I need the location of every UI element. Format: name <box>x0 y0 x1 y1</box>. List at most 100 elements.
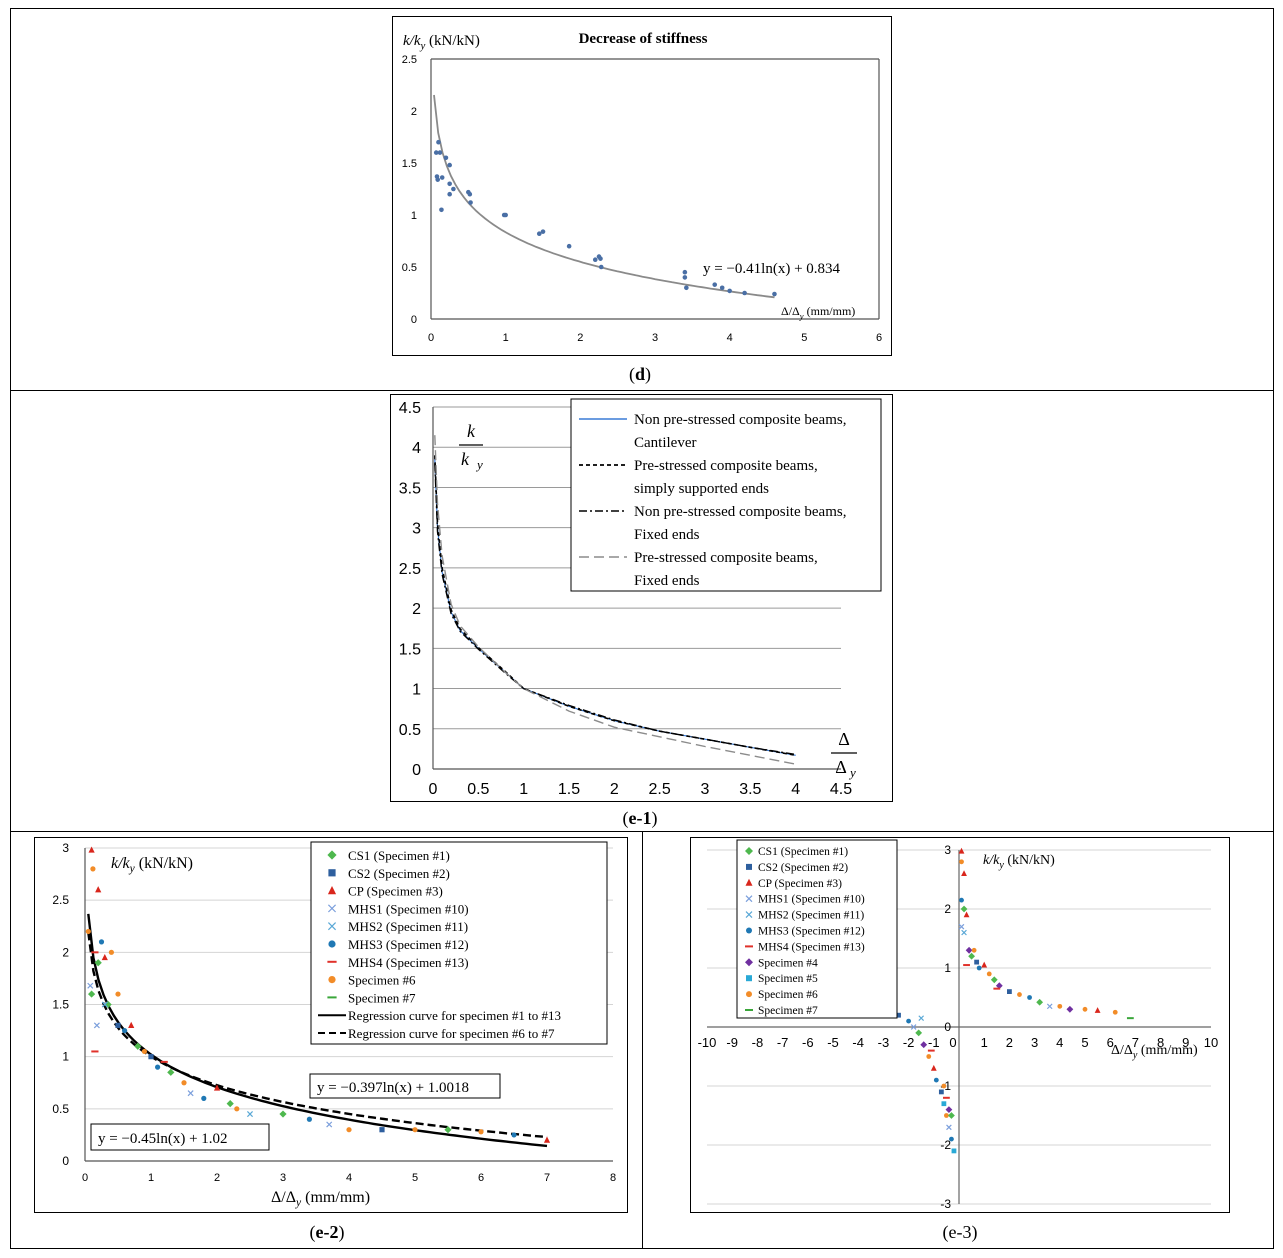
x-tick-label: 3 <box>701 781 710 798</box>
legend-marker-2 <box>328 869 336 877</box>
legend-label-9: Specimen #7 <box>348 990 416 1005</box>
legend-marker-3 <box>327 886 337 895</box>
legend-marker-4 <box>327 904 337 913</box>
legend-label-1: CS1 (Specimen #1) <box>348 848 450 863</box>
x-tick-label: 4 <box>346 1172 352 1184</box>
y-tick-label: 1.5 <box>402 158 417 170</box>
data-point <box>543 1136 551 1143</box>
x-tick-label: 0.5 <box>467 781 489 798</box>
data-point <box>279 1110 287 1118</box>
data-point <box>101 953 108 961</box>
y-tick-label: 0 <box>412 762 421 779</box>
y-axis-label: k/ky (kN/kN) <box>111 855 193 875</box>
data-point <box>1007 989 1012 994</box>
x-tick-label: 1 <box>519 781 528 798</box>
data-point <box>906 1018 911 1024</box>
chart-panel-e2: 0 1 2 3 4 5 6 7 8 0 0.5 1 1.5 2 2.5 3 k/ky (kN/kN) Δ/Δy (… <box>34 837 628 1213</box>
legend-label-1-line1: Non pre-stressed composite beams, <box>634 412 846 428</box>
legend-marker-5 <box>745 911 753 919</box>
data-point <box>682 275 688 280</box>
legend-label-7: MHS4 (Specimen #13) <box>758 941 865 953</box>
data-point <box>949 1136 954 1142</box>
y-tick-label: 0.5 <box>402 262 417 274</box>
legend-marker-8 <box>745 958 753 967</box>
x-tick-label: 0 <box>949 1035 956 1050</box>
data-point <box>226 1100 234 1108</box>
x-tick-label: 1.5 <box>558 781 580 798</box>
data-point <box>108 949 114 955</box>
data-point <box>115 1022 121 1028</box>
legend-label-8: Specimen #6 <box>348 973 416 988</box>
chart-panel-e1: 0 0.5 1 1.5 2 2.5 3 3.5 4 4.5 0 0.5 1 1.5 2 2.5 3 3.5 4 4.5… <box>390 394 893 802</box>
data-point <box>540 229 546 234</box>
y-tick-label: 0.5 <box>399 722 421 739</box>
data-point <box>598 264 604 270</box>
legend-marker-6 <box>328 940 336 948</box>
chart-e1: 0 0.5 1 1.5 2 2.5 3 3.5 4 4.5 0 0.5 1 1.5 2 2.5 3 3.5 4 4.5… <box>399 398 882 798</box>
x-tick-label: 1 <box>981 1035 988 1050</box>
x-tick-label: 2 <box>214 1172 220 1184</box>
x-tick-label: 2 <box>610 781 619 798</box>
data-point <box>1094 1007 1101 1013</box>
legend-box <box>736 839 898 1019</box>
y-tick-label: 2.5 <box>52 893 69 907</box>
chart-panel-d: 0 1 2 3 4 5 6 0 0.5 1 1.5 2 2.5 Decrease of stiffness… <box>392 16 892 356</box>
legend-marker-8 <box>328 976 336 984</box>
x-label-numerator: Δ <box>838 729 850 749</box>
equation-1-box <box>309 1073 501 1099</box>
data-point <box>727 288 732 294</box>
data-point <box>88 846 95 853</box>
legend-label-4-line2: Fixed ends <box>634 573 700 589</box>
legend-marker-1 <box>745 847 753 855</box>
y-tick-label: 0.5 <box>52 1102 69 1116</box>
caption-e1: (e-1) <box>622 808 658 828</box>
x-tick-label: 3 <box>652 332 658 344</box>
data-point <box>959 897 964 903</box>
x-tick-label: 3 <box>1031 1035 1038 1050</box>
x-tick-label: 2.5 <box>649 781 671 798</box>
data-point <box>990 976 998 984</box>
data-point <box>948 1112 955 1119</box>
x-tick-label: 6 <box>876 332 882 344</box>
data-point <box>941 1101 947 1107</box>
data-point <box>971 947 977 953</box>
data-point <box>772 291 777 297</box>
data-point <box>98 939 105 945</box>
data-point <box>976 965 982 971</box>
legend-marker-6 <box>746 927 752 934</box>
data-point <box>941 1083 947 1089</box>
data-point <box>148 1054 154 1060</box>
y-tick-label: 3 <box>944 843 951 857</box>
x-tick-label: -9 <box>726 1035 738 1050</box>
legend-marker-10 <box>746 991 752 998</box>
x-tick-label: 4 <box>1056 1035 1063 1050</box>
x-tick-label: -5 <box>827 1035 839 1050</box>
legend-label-5: MHS2 (Specimen #11) <box>758 910 864 922</box>
data-point <box>915 1029 923 1037</box>
data-point <box>592 257 598 263</box>
x-tick-label: 5 <box>1081 1035 1088 1050</box>
x-tick-label: 10 <box>1204 1035 1218 1050</box>
x-tick-label: 3 <box>280 1172 286 1184</box>
data-point <box>958 847 965 854</box>
y-tick-label: -2 <box>940 1138 951 1152</box>
data-point <box>213 1084 221 1091</box>
data-point <box>1036 998 1044 1006</box>
data-point <box>93 1022 100 1029</box>
y-tick-label: 3 <box>62 841 69 855</box>
caption-e3: (e-3) <box>942 1222 978 1242</box>
equation-2-box <box>90 1123 270 1151</box>
data-point <box>944 1113 949 1118</box>
data-point <box>1066 1005 1074 1013</box>
legend-marker-5 <box>327 922 337 931</box>
data-point <box>938 1089 944 1095</box>
legend-label-2-line2: simply supported ends <box>634 481 769 497</box>
y-tick-label: 2 <box>411 106 417 118</box>
legend-label-3: CP (Specimen #3) <box>348 884 443 899</box>
x-tick-label: 3.5 <box>739 781 761 798</box>
regression-equation: y = −0.41ln(x) + 0.834 <box>703 261 841 277</box>
data-point <box>444 1126 452 1134</box>
data-point <box>451 186 456 192</box>
data-point <box>412 1127 418 1133</box>
data-point <box>1057 1003 1063 1009</box>
